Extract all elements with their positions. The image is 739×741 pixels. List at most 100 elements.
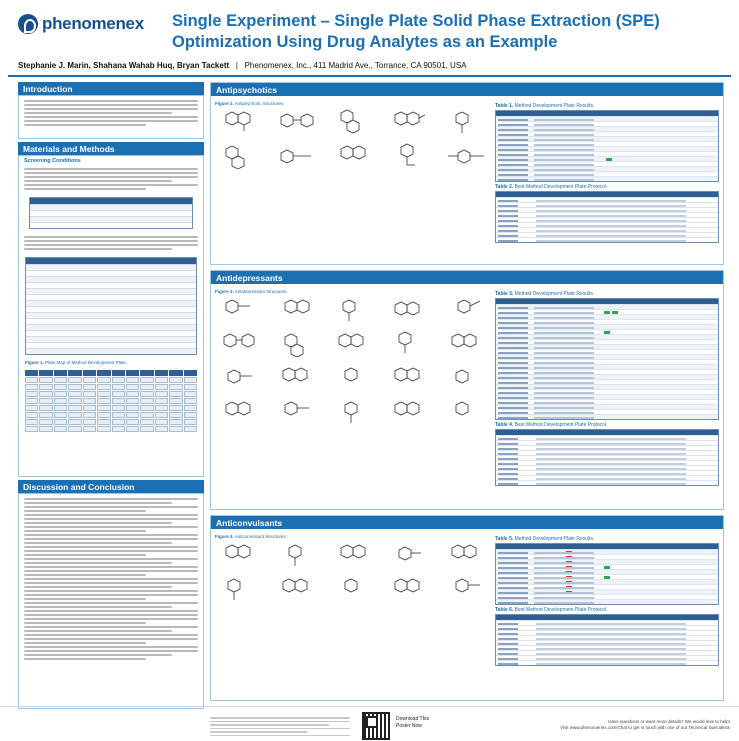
figure-1-label: Figure 1. xyxy=(25,360,44,365)
molecule-structure xyxy=(215,108,265,138)
figure-1-text: Plate Map of Method Development Plate. xyxy=(45,360,128,365)
download-line-1: Download This xyxy=(396,716,429,722)
table-5 xyxy=(495,543,719,605)
figure-3-text: Antidepressant Structures. xyxy=(234,289,288,294)
molecule-structure xyxy=(441,364,491,394)
molecule-structure xyxy=(441,398,491,428)
authors: Stephanie J. Marin, Shahana Wahab Huq, B… xyxy=(18,61,230,70)
molecule-structure xyxy=(384,330,434,360)
author-line: Stephanie J. Marin, Shahana Wahab Huq, B… xyxy=(18,61,467,70)
methods-heading: Materials and Methods xyxy=(18,142,204,155)
download-poster-link[interactable]: Download This Poster Now xyxy=(396,716,429,730)
figure-4-text: Anticonvulsant Structures. xyxy=(234,534,288,539)
table-1-caption: Table 1. Method Development Plate Result… xyxy=(495,103,719,109)
molecule-structure xyxy=(328,364,378,394)
poster-title: Single Experiment – Single Plate Solid P… xyxy=(172,11,712,53)
plate-map xyxy=(25,370,197,432)
molecule-structure xyxy=(271,575,321,605)
table-2-text: Best Method Development Plate Protocol. xyxy=(514,184,608,190)
molecule-structure xyxy=(271,296,321,326)
table-2 xyxy=(495,191,719,243)
table-6 xyxy=(495,614,719,666)
molecule-structure xyxy=(328,142,378,172)
figure-3-label: Figure 3. xyxy=(215,289,234,294)
table-4 xyxy=(495,429,719,486)
table-2-caption: Table 2. Best Method Development Plate P… xyxy=(495,184,719,190)
molecule-structure xyxy=(271,364,321,394)
molecule-structure xyxy=(384,398,434,428)
contact-line-2[interactable]: Visit www.phenomenex.com/Chat to get in … xyxy=(560,725,730,730)
molecule-structure xyxy=(215,398,265,428)
molecule-structure xyxy=(215,142,265,172)
affiliation: Phenomenex, Inc., 411 Madrid Ave., Torra… xyxy=(244,61,467,70)
discussion-heading: Discussion and Conclusion xyxy=(18,480,204,493)
logo-text: phenomenex xyxy=(42,14,144,33)
molecule-structure xyxy=(328,108,378,138)
structure-grid xyxy=(215,108,491,172)
molecule-structure xyxy=(441,541,491,571)
table-1-text: Method Development Plate Results. xyxy=(514,103,595,109)
figure-2-label: Figure 2. xyxy=(215,101,234,106)
molecule-structure xyxy=(441,108,491,138)
table-1-label: Table 1. xyxy=(495,103,514,109)
screening-subheading: Screening Conditions xyxy=(24,158,81,164)
intro-text xyxy=(19,96,203,130)
molecule-structure xyxy=(384,541,434,571)
molecule-structure xyxy=(215,296,265,326)
screening-text xyxy=(19,164,203,194)
poster-footer xyxy=(0,706,739,741)
molecule-structure xyxy=(441,330,491,360)
antidepressants-heading: Antidepressants xyxy=(211,271,723,284)
molecule-structure xyxy=(384,142,434,172)
logo-icon xyxy=(18,14,38,34)
table-1 xyxy=(495,110,719,182)
antidepressant-tables: Table 3. Method Development Plate Result… xyxy=(495,289,719,486)
sorbent-table xyxy=(29,197,193,229)
contact-line-1: Have questions or want more details? We … xyxy=(608,719,730,724)
table-4-label: Table 4. xyxy=(495,422,514,428)
molecule-structure xyxy=(441,296,491,326)
table-3-label: Table 3. xyxy=(495,291,514,297)
intro-heading: Introduction xyxy=(18,82,204,95)
anticonvulsants-section: Anticonvulsants Figure 4. Anticonvulsant… xyxy=(210,515,724,701)
molecule-structure xyxy=(271,142,321,172)
footer-fine-print xyxy=(210,715,350,738)
table-5-text: Method Development Plate Results. xyxy=(514,536,595,542)
header-rule xyxy=(8,75,731,77)
molecule-structure xyxy=(271,108,321,138)
molecule-structure xyxy=(384,108,434,138)
methods-text xyxy=(19,232,203,254)
molecule-structure xyxy=(441,575,491,605)
antipsychotics-section: Antipsychotics Figure 2. Antipsychotic S… xyxy=(210,82,724,265)
figure-4-label: Figure 4. xyxy=(215,534,234,539)
table-6-label: Table 6. xyxy=(495,607,514,613)
qr-code-icon[interactable] xyxy=(362,712,390,740)
table-3-caption: Table 3. Method Development Plate Result… xyxy=(495,291,719,297)
antidepressant-structures: Figure 3. Antidepressant Structures. xyxy=(215,289,491,428)
table-2-label: Table 2. xyxy=(495,184,514,190)
discussion-body xyxy=(18,493,204,709)
discussion-text xyxy=(19,494,203,664)
structure-grid xyxy=(215,296,491,428)
table-3 xyxy=(495,298,719,420)
methods-body: Screening Conditions Figure 1. Plate Map… xyxy=(18,155,204,477)
contact-info: Have questions or want more details? We … xyxy=(540,719,730,731)
plate-map-caption: Figure 1. Plate Map of Method Developmen… xyxy=(19,358,203,367)
download-line-2: Poster Now xyxy=(396,723,422,729)
figure-4-caption: Figure 4. Anticonvulsant Structures. xyxy=(215,534,491,539)
phenomenex-logo[interactable]: phenomenex xyxy=(18,14,144,34)
anticonvulsant-tables: Table 5. Method Development Plate Result… xyxy=(495,534,719,666)
structure-grid xyxy=(215,541,491,605)
molecule-structure xyxy=(271,398,321,428)
protocol-table xyxy=(25,257,197,355)
figure-2-caption: Figure 2. Antipsychotic Structures. xyxy=(215,101,491,106)
left-column: Introduction Materials and Methods Scree… xyxy=(18,82,204,709)
molecule-structure xyxy=(215,541,265,571)
antidepressants-section: Antidepressants Figure 3. Antidepressant… xyxy=(210,270,724,510)
table-6-caption: Table 6. Best Method Development Plate P… xyxy=(495,607,719,613)
molecule-structure xyxy=(271,330,321,360)
table-5-caption: Table 5. Method Development Plate Result… xyxy=(495,536,719,542)
molecule-structure xyxy=(384,364,434,394)
author-separator: | xyxy=(235,61,238,70)
figure-2-text: Antipsychotic Structures. xyxy=(234,101,285,106)
